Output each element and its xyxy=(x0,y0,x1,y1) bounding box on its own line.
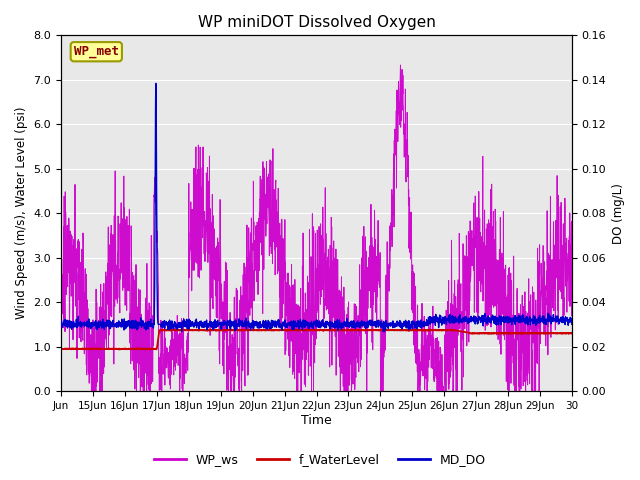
X-axis label: Time: Time xyxy=(301,414,332,427)
Legend: WP_ws, f_WaterLevel, MD_DO: WP_ws, f_WaterLevel, MD_DO xyxy=(149,448,491,471)
Title: WP miniDOT Dissolved Oxygen: WP miniDOT Dissolved Oxygen xyxy=(198,15,435,30)
Y-axis label: Wind Speed (m/s), Water Level (psi): Wind Speed (m/s), Water Level (psi) xyxy=(15,107,28,320)
Y-axis label: DO (mg/L): DO (mg/L) xyxy=(612,183,625,244)
Text: WP_met: WP_met xyxy=(74,45,119,58)
